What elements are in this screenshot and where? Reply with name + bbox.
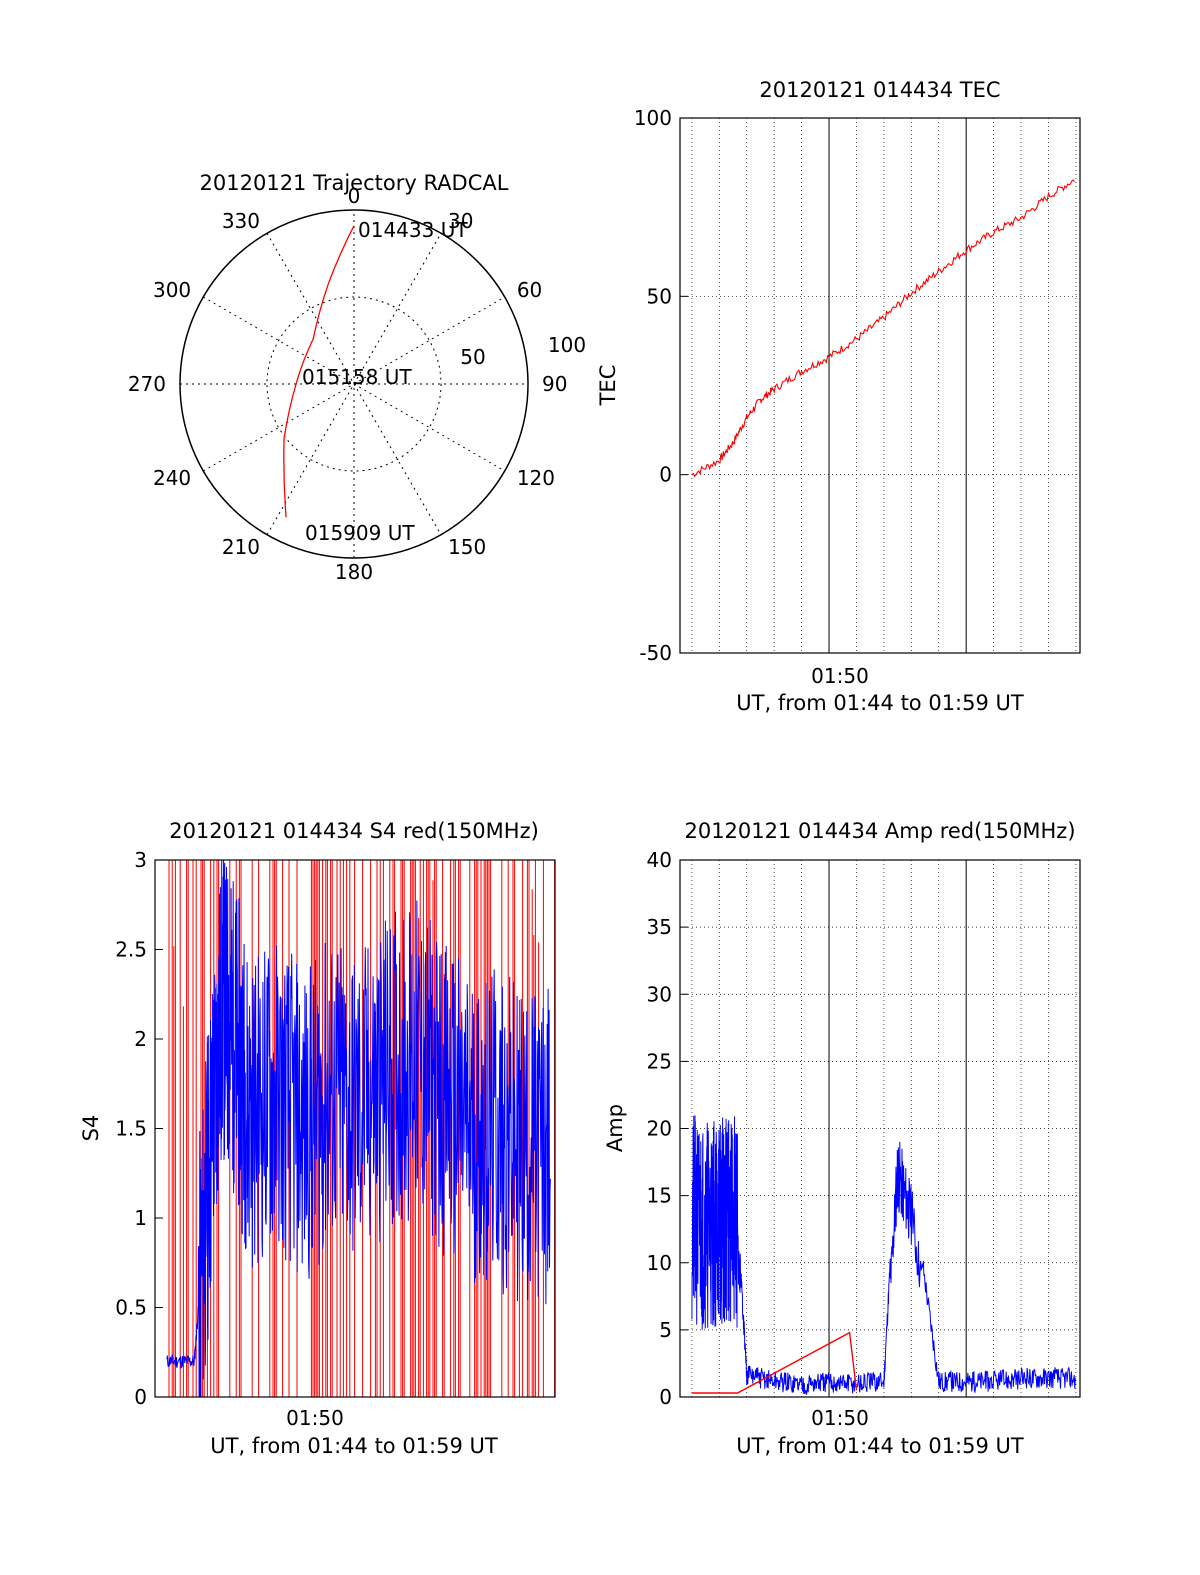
tec-frame: [679, 117, 1081, 654]
y-tick-label: 3: [134, 848, 147, 872]
s4-frame: [154, 859, 556, 1398]
s4-blue-series: [166, 859, 551, 1398]
s4-x-tick-label: 01:50: [286, 1406, 344, 1430]
amp-blue-series: [691, 1115, 1076, 1395]
tec-x-label: UT, from 01:44 to 01:59 UT: [736, 691, 1024, 715]
s4-x-label: UT, from 01:44 to 01:59 UT: [210, 1434, 498, 1458]
radial-label-100: 100: [548, 333, 586, 357]
y-tick-label: 2.5: [115, 938, 147, 962]
radial-label-50: 50: [460, 345, 485, 369]
amp-y-label: Amp: [603, 1104, 627, 1152]
y-tick-label: 2: [134, 1027, 147, 1051]
polar-angle-label: 210: [222, 535, 260, 559]
y-tick-label: 10: [647, 1251, 672, 1275]
polar-angle-label: 60: [517, 278, 542, 302]
tec-y-ticks: 100 50 0 -50: [634, 106, 688, 665]
amp-red-series: [691, 1331, 858, 1394]
polar-inner-ring: [266, 296, 442, 472]
tec-line: [691, 179, 1075, 478]
tec-x-tick-label: 01:50: [811, 664, 869, 688]
amp-series: [691, 1115, 1076, 1395]
y-tick-label: 50: [647, 284, 672, 308]
trajectory-series: [283, 225, 355, 518]
amp-x-label: UT, from 01:44 to 01:59 UT: [736, 1434, 1024, 1458]
y-tick-label: 0: [134, 1385, 147, 1409]
polar-title: 20120121 Trajectory RADCAL: [200, 171, 509, 195]
tec-grid: [680, 118, 1080, 653]
polar-grid: [179, 209, 529, 559]
polar-angle-label: 150: [448, 535, 486, 559]
trajectory-line: [283, 225, 355, 518]
polar-angle-label: 180: [335, 560, 373, 584]
polar-trajectory-plot: 20120121 Trajectory RADCAL 0 30 60 90 120 150…: [128, 171, 586, 584]
polar-angle-label: 300: [153, 278, 191, 302]
amp-frame: [679, 859, 1081, 1398]
s4-y-ticks: 3 2.5 2 1.5 1 0.5 0: [115, 848, 163, 1409]
polar-angle-label: 270: [128, 372, 166, 396]
y-tick-label: 0.5: [115, 1296, 147, 1320]
polar-angle-labels: 0 30 60 90 120 150 180 210 240 270 300 330: [128, 184, 568, 584]
y-tick-label: 100: [634, 106, 672, 130]
polar-angle-label: 90: [542, 372, 567, 396]
annotation-end-time: 015909 UT: [305, 521, 415, 545]
y-tick-label: 15: [647, 1184, 672, 1208]
s4-title: 20120121 014434 S4 red(150MHz): [169, 819, 539, 843]
tec-plot: 20120121 014434 TEC 100 50 0 -50 01:50 UT, …: [596, 78, 1081, 715]
y-tick-label: 30: [647, 982, 672, 1006]
y-tick-label: 25: [647, 1049, 672, 1073]
s4-plot: 20120121 014434 S4 red(150MHz) 3 2.5 2 1.5 1…: [79, 819, 556, 1458]
y-tick-label: 40: [647, 848, 672, 872]
polar-angle-label: 120: [517, 466, 555, 490]
tec-series: [691, 179, 1075, 478]
annotation-mid-time: 015158 UT: [302, 365, 412, 389]
y-tick-label: 20: [647, 1117, 672, 1141]
polar-angle-label: 240: [153, 466, 191, 490]
y-tick-label: 5: [659, 1318, 672, 1342]
polar-spoke: [266, 233, 442, 535]
amp-grid: [680, 860, 1080, 1397]
tec-title: 20120121 014434 TEC: [759, 78, 1000, 102]
amp-title: 20120121 014434 Amp red(150MHz): [684, 819, 1075, 843]
amp-x-tick-label: 01:50: [811, 1406, 869, 1430]
y-tick-label: 1: [134, 1206, 147, 1230]
polar-angle-label: 330: [222, 209, 260, 233]
amp-plot: 20120121 014434 Amp red(150MHz) 40 35 30 25…: [603, 819, 1081, 1458]
s4-series: [166, 859, 556, 1398]
y-tick-label: 0: [659, 1385, 672, 1409]
amp-y-ticks: 40 35 30 25 20 15 10 5 0: [647, 848, 688, 1409]
y-tick-label: 35: [647, 915, 672, 939]
annotation-start-time: 014433 UT: [358, 218, 468, 242]
s4-y-label: S4: [79, 1115, 103, 1142]
y-tick-label: -50: [639, 641, 672, 665]
tec-y-label: TEC: [596, 365, 620, 407]
polar-angle-label: 0: [348, 184, 361, 208]
y-tick-label: 1.5: [115, 1117, 147, 1141]
polar-angle-label: 30: [448, 209, 473, 233]
y-tick-label: 0: [659, 463, 672, 487]
